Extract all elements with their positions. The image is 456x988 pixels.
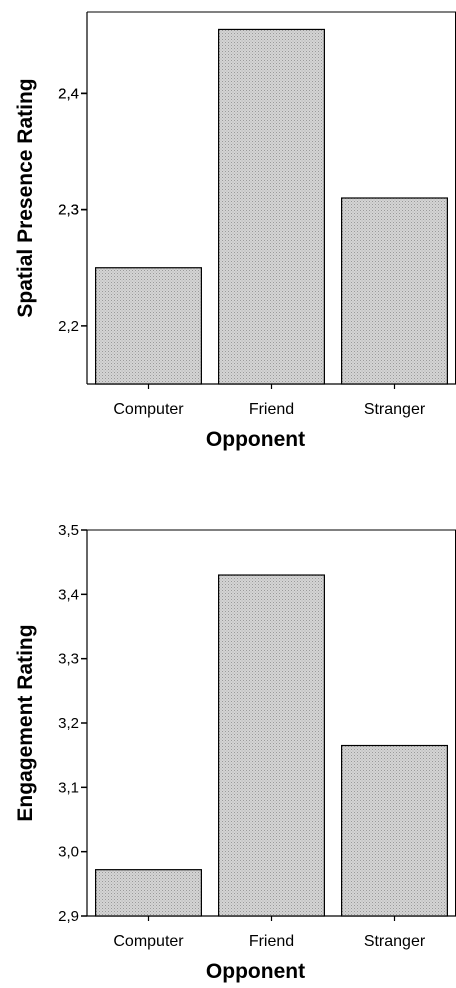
x-tick-label: Computer [113, 401, 184, 418]
y-tick-label: 3,5 [58, 522, 79, 539]
bar-stranger [341, 744, 448, 917]
engagement-chart: 2,9 3,0 3,1 3,2 3,3 3,4 3,5 Computer Friend Stran… [0, 494, 456, 988]
y-tick-label: 3,1 [58, 779, 79, 796]
y-axis-title: Spatial Presence Rating [14, 78, 37, 317]
y-tick-label: 2,3 [58, 202, 79, 219]
x-axis-title: Opponent [206, 960, 305, 983]
y-tick-label: 2,4 [58, 85, 79, 102]
bar-friend [218, 574, 325, 917]
x-tick-label: Stranger [364, 401, 426, 418]
y-tick-label: 3,0 [58, 844, 79, 861]
x-tick-label: Friend [249, 401, 294, 418]
engagement-chart-svg: 2,9 3,0 3,1 3,2 3,3 3,4 3,5 Computer Friend Stran… [14, 522, 456, 983]
bar-stranger [341, 197, 448, 385]
bar-friend [218, 28, 325, 385]
bar-computer [95, 869, 202, 917]
x-tick-label: Computer [113, 933, 184, 950]
y-tick-label: 3,3 [58, 651, 79, 668]
x-tick-label: Friend [249, 933, 294, 950]
y-tick-label: 2,2 [58, 318, 79, 335]
x-tick-label: Stranger [364, 933, 426, 950]
y-tick-label: 2,3 [58, 202, 79, 219]
y-tick-label: 2,4 [58, 85, 79, 102]
y-axis-title: Engagement Rating [14, 624, 37, 821]
x-axis-title: Opponent [206, 428, 305, 451]
bar-computer [95, 267, 202, 385]
y-tick-label: 3,2 [58, 715, 79, 732]
spatial-presence-chart: 2,2 2,3 2,3 2,4 2,4 Computer Friend Stranger Opp… [14, 11, 456, 451]
y-tick-label: 2,9 [58, 908, 79, 925]
y-tick-label: 3,4 [58, 586, 79, 603]
